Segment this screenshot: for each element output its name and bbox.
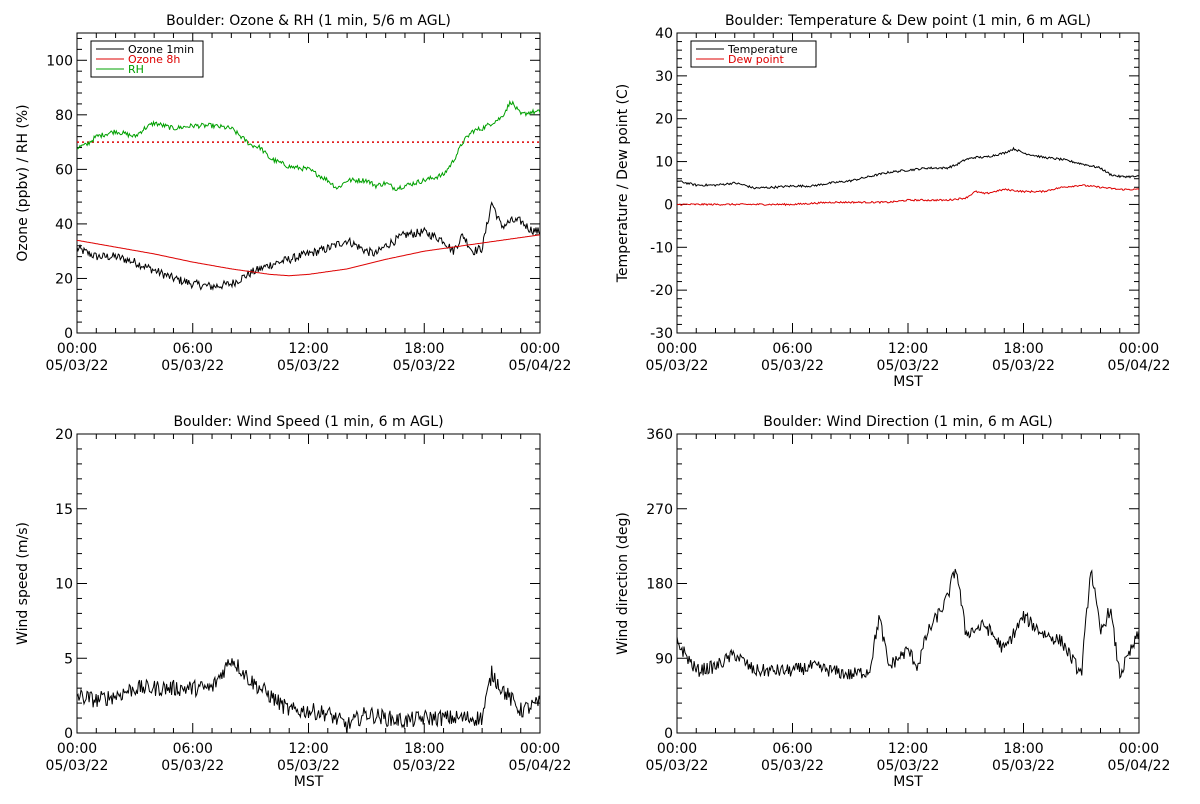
x-tick-date: 05/03/22 [992, 358, 1055, 374]
y-tick-label: 20 [55, 271, 73, 287]
legend-label: RH [128, 63, 144, 76]
y-tick-label: -20 [650, 283, 673, 299]
chart-panel-1: Boulder: Ozone & RH (1 min, 5/6 m AGL) 0 2… [15, 13, 571, 374]
x-tick-date: 05/03/22 [46, 758, 109, 774]
x-tick-label: 06:00 [772, 341, 812, 357]
x-tick-label: 00:00 [520, 741, 560, 757]
y-tick-label: 0 [64, 326, 73, 342]
chart-panel-2: Boulder: Temperature & Dew point (1 min,… [615, 13, 1170, 390]
plot-frame [76, 32, 541, 334]
y-tick-label: 0 [664, 197, 673, 213]
x-tick-label: 00:00 [657, 741, 697, 757]
x-tick-label: 06:00 [173, 741, 213, 757]
series-line-1 [77, 658, 540, 733]
x-tick-label: 18:00 [404, 341, 444, 357]
x-tick-date: 05/04/22 [509, 758, 572, 774]
y-tick-label: 30 [655, 69, 673, 85]
chart-title: Boulder: Ozone & RH (1 min, 5/6 m AGL) [166, 13, 451, 29]
x-tick-date: 05/03/22 [877, 358, 940, 374]
y-tick-label: 100 [46, 53, 73, 69]
x-tick-date: 05/03/22 [992, 758, 1055, 774]
chart-title: Boulder: Wind Direction (1 min, 6 m AGL) [763, 414, 1052, 430]
series-line-1 [77, 201, 540, 291]
legend-box [690, 40, 817, 68]
y-tick-label: 0 [64, 726, 73, 742]
y-tick-label: 60 [55, 162, 73, 178]
x-axis-label: MST [893, 374, 923, 390]
x-tick-date: 05/03/22 [277, 358, 340, 374]
y-tick-label: 80 [55, 108, 73, 124]
x-tick-label: 00:00 [1119, 741, 1159, 757]
x-tick-date: 05/03/22 [161, 758, 224, 774]
x-tick-date: 05/03/22 [277, 758, 340, 774]
plot-frame [676, 32, 1140, 334]
x-tick-label: 18:00 [1003, 741, 1043, 757]
y-tick-label: -10 [650, 240, 673, 256]
y-tick-label: 20 [655, 112, 673, 128]
x-axis-label: MST [294, 774, 324, 790]
x-tick-date: 05/03/22 [393, 358, 456, 374]
x-tick-date: 05/03/22 [877, 758, 940, 774]
y-tick-label: 10 [655, 155, 673, 171]
series-line-1 [677, 568, 1139, 680]
y-axis-label: Wind direction (deg) [615, 512, 631, 655]
legend-label: Dew point [728, 53, 784, 66]
x-tick-label: 12:00 [288, 741, 328, 757]
x-tick-label: 00:00 [57, 341, 97, 357]
x-tick-date: 05/03/22 [761, 758, 824, 774]
chart-title: Boulder: Temperature & Dew point (1 min,… [725, 13, 1091, 29]
series-line-1 [677, 146, 1139, 190]
plot-frame [676, 433, 1140, 734]
x-tick-date: 05/03/22 [761, 358, 824, 374]
x-tick-date: 05/03/22 [393, 758, 456, 774]
x-tick-date: 05/03/22 [161, 358, 224, 374]
y-axis-label: Temperature / Dew point (C) [615, 84, 631, 283]
x-tick-date: 05/04/22 [1108, 358, 1171, 374]
x-tick-label: 00:00 [1119, 341, 1159, 357]
y-tick-label: 15 [55, 502, 73, 518]
y-tick-label: 360 [646, 427, 673, 443]
legend-label: Temperature [727, 43, 798, 56]
x-tick-label: 00:00 [657, 341, 697, 357]
plot-frame [76, 433, 541, 734]
y-tick-label: 270 [646, 502, 673, 518]
chart-panel-4: Boulder: Wind Direction (1 min, 6 m AGL)… [615, 414, 1170, 790]
legend-label: Ozone 1min [128, 43, 194, 56]
x-tick-label: 00:00 [57, 741, 97, 757]
x-tick-label: 12:00 [888, 341, 928, 357]
x-tick-label: 00:00 [520, 341, 560, 357]
x-tick-label: 12:00 [288, 341, 328, 357]
x-tick-date: 05/04/22 [509, 358, 572, 374]
legend-label: Ozone 8h [128, 53, 180, 66]
y-axis-label: Wind speed (m/s) [15, 522, 31, 645]
x-axis-label: MST [893, 774, 923, 790]
x-tick-label: 18:00 [1003, 341, 1043, 357]
x-tick-date: 05/03/22 [46, 358, 109, 374]
x-tick-label: 12:00 [888, 741, 928, 757]
y-tick-label: 5 [64, 651, 73, 667]
y-tick-label: -30 [650, 326, 673, 342]
chart-panel-3: Boulder: Wind Speed (1 min, 6 m AGL) 0 5 10… [15, 414, 571, 790]
y-tick-label: 90 [655, 651, 673, 667]
y-tick-label: 10 [55, 577, 73, 593]
y-tick-label: 180 [646, 577, 673, 593]
y-tick-label: 40 [55, 217, 73, 233]
x-tick-date: 05/03/22 [646, 358, 709, 374]
x-tick-date: 05/03/22 [646, 758, 709, 774]
x-tick-date: 05/04/22 [1108, 758, 1171, 774]
y-axis-label: Ozone (ppbv) / RH (%) [15, 104, 31, 261]
x-tick-label: 06:00 [772, 741, 812, 757]
x-tick-label: 18:00 [404, 741, 444, 757]
series-line-2 [677, 184, 1139, 207]
y-tick-label: 20 [55, 427, 73, 443]
chart-title: Boulder: Wind Speed (1 min, 6 m AGL) [173, 414, 443, 430]
y-tick-label: 0 [664, 726, 673, 742]
series-line-2 [77, 234, 540, 277]
y-tick-label: 40 [655, 26, 673, 42]
x-tick-label: 06:00 [173, 341, 213, 357]
series-line-3 [77, 99, 540, 192]
